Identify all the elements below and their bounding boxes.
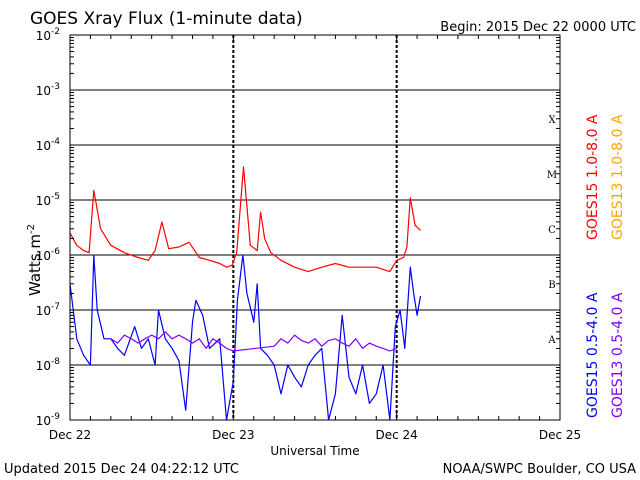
y-axis-label-exponent: -2 — [26, 224, 37, 234]
y-tick-label: 10-7 — [36, 302, 60, 318]
right-legend: GOES15 1.0-8.0 A GOES13 1.0-8.0 A GOES15 0… — [585, 114, 626, 418]
x-tick-label: Dec 25 — [539, 428, 581, 442]
series-line — [69, 254, 422, 421]
y-tick-label-exponent: -4 — [51, 137, 60, 147]
y-tick-label: 10-3 — [36, 82, 60, 98]
flare-class-label: C — [548, 225, 556, 236]
y-tick-label: 10-2 — [36, 27, 60, 43]
y-tick-label-exponent: -7 — [51, 302, 60, 312]
series-line — [110, 331, 397, 352]
legend-entry: GOES15 0.5-4.0 A — [585, 292, 601, 418]
chart-title: GOES Xray Flux (1-minute data) — [30, 9, 303, 29]
y-tick-label-exponent: -5 — [51, 192, 60, 202]
y-tick-label: 10-9 — [36, 412, 61, 428]
y-tick-label: 10-6 — [36, 247, 61, 263]
y-tick-label-exponent: -3 — [51, 82, 60, 92]
y-tick-label-exponent: -2 — [51, 27, 60, 37]
updated-timestamp: Updated 2015 Dec 24 04:22:12 UTC — [4, 462, 239, 477]
y-tick-label: 10-8 — [36, 357, 61, 373]
y-tick-label-exponent: -8 — [51, 357, 60, 367]
y-tick-label: 10-5 — [36, 192, 60, 208]
legend-entry: GOES13 1.0-8.0 A — [610, 114, 626, 240]
flare-class-label: A — [547, 335, 556, 346]
x-tick-label: Dec 24 — [376, 428, 418, 442]
credit-text: NOAA/SWPC Boulder, CO USA — [443, 462, 636, 477]
series-layer — [69, 166, 422, 421]
y-tick-label-base: 10 — [36, 139, 51, 153]
y-tick-label-base: 10 — [36, 304, 51, 318]
x-tick-label: Dec 22 — [49, 428, 91, 442]
x-tick-label: Dec 23 — [212, 428, 254, 442]
y-tick-label: 10-4 — [36, 137, 61, 153]
y-axis-label: Watts m-2 — [26, 224, 44, 296]
y-tick-label-base: 10 — [36, 249, 51, 263]
y-tick-label-exponent: -9 — [51, 412, 60, 422]
y-axis-label-base: Watts m — [26, 234, 44, 296]
flare-class-label: X — [548, 115, 556, 126]
y-tick-label-exponent: -6 — [51, 247, 60, 257]
x-axis-label: Universal Time — [270, 444, 359, 458]
flare-class-label: B — [548, 280, 555, 291]
y-tick-label-base: 10 — [36, 84, 51, 98]
flare-class-label: M — [547, 170, 557, 181]
series-line — [69, 166, 421, 273]
legend-entry: GOES15 1.0-8.0 A — [585, 114, 601, 240]
y-tick-label-base: 10 — [36, 194, 51, 208]
legend-entry: GOES13 0.5-4.0 A — [610, 292, 626, 418]
begin-timestamp: Begin: 2015 Dec 22 0000 UTC — [440, 20, 636, 35]
y-tick-label-base: 10 — [36, 359, 51, 373]
y-tick-label-base: 10 — [36, 414, 51, 428]
y-tick-label-base: 10 — [36, 29, 51, 43]
